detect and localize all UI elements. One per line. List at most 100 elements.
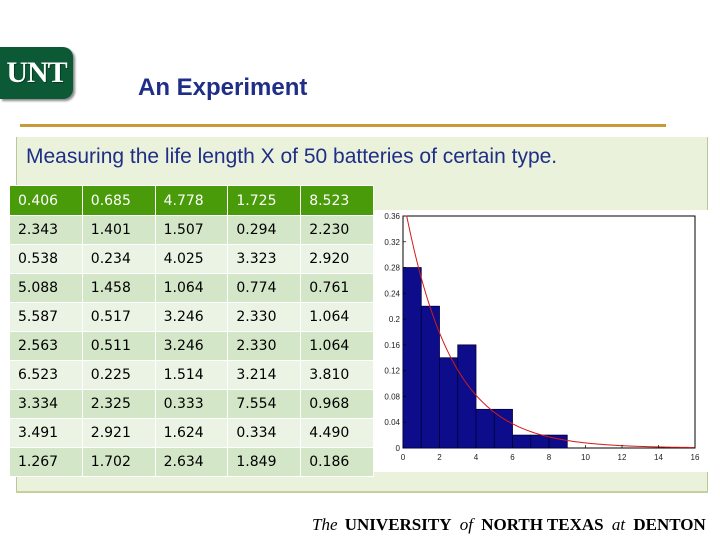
table-cell: 1.064 bbox=[154, 273, 229, 303]
table-cell: 3.491 bbox=[9, 418, 83, 448]
table-cell: 0.334 bbox=[227, 418, 302, 448]
y-tick-label: 0.12 bbox=[384, 367, 400, 376]
footer-the: The bbox=[312, 515, 338, 534]
table-cell: 0.685 bbox=[81, 185, 156, 216]
x-tick-label: 16 bbox=[691, 453, 700, 462]
table-cell: 1.267 bbox=[9, 447, 83, 477]
histogram-bar bbox=[439, 357, 459, 449]
footer-denton: DENTON bbox=[633, 515, 706, 534]
table-cell: 1.064 bbox=[300, 302, 374, 332]
table-cell: 4.490 bbox=[300, 418, 374, 448]
x-tick-label: 2 bbox=[437, 453, 442, 462]
table-row: 1.267 1.702 2.634 1.849 0.186 bbox=[9, 447, 374, 477]
university-footer: The UNIVERSITY of NORTH TEXAS at DENTON bbox=[312, 515, 706, 534]
y-tick-label: 0.36 bbox=[384, 212, 400, 221]
table-cell: 2.921 bbox=[81, 418, 156, 448]
table-row: 5.088 1.458 1.064 0.774 0.761 bbox=[9, 273, 374, 303]
unt-logo: UNT bbox=[0, 47, 73, 99]
footer-north-texas: NORTH TEXAS bbox=[481, 515, 603, 534]
table-cell: 5.587 bbox=[9, 302, 83, 332]
footer-at: at bbox=[612, 515, 627, 534]
y-tick-label: 0.16 bbox=[384, 341, 400, 350]
x-tick-label: 14 bbox=[654, 453, 663, 462]
table-cell: 3.810 bbox=[300, 360, 374, 390]
table-cell: 0.774 bbox=[227, 273, 302, 303]
y-tick-label: 0 bbox=[396, 444, 401, 453]
x-tick-label: 0 bbox=[401, 453, 406, 462]
table-cell: 2.563 bbox=[9, 331, 83, 361]
table-cell: 0.225 bbox=[81, 360, 156, 390]
y-tick-label: 0.08 bbox=[384, 392, 400, 401]
x-tick-label: 10 bbox=[581, 453, 590, 462]
table-cell: 8.523 bbox=[300, 185, 374, 216]
table-cell: 0.333 bbox=[154, 389, 229, 419]
slide-subtitle: Measuring the life length X of 50 batter… bbox=[26, 145, 558, 168]
x-tick-label: 8 bbox=[547, 453, 552, 462]
density-curve bbox=[403, 215, 696, 449]
histogram-bar bbox=[420, 305, 440, 449]
y-tick-label: 0.28 bbox=[384, 264, 400, 273]
table-cell: 3.334 bbox=[9, 389, 83, 419]
table-row: 0.406 0.685 4.778 1.725 8.523 bbox=[9, 185, 374, 216]
title-divider bbox=[20, 124, 666, 127]
histogram-bar bbox=[530, 434, 550, 449]
table-cell: 0.968 bbox=[300, 389, 374, 419]
table-cell: 2.330 bbox=[227, 331, 302, 361]
table-cell: 0.234 bbox=[81, 244, 156, 274]
table-cell: 1.849 bbox=[227, 447, 302, 477]
table-cell: 2.634 bbox=[154, 447, 229, 477]
table-cell: 0.186 bbox=[300, 447, 374, 477]
x-tick-label: 12 bbox=[618, 453, 627, 462]
table-cell: 3.214 bbox=[227, 360, 302, 390]
table-cell: 1.702 bbox=[81, 447, 156, 477]
table-cell: 2.230 bbox=[300, 215, 374, 245]
table-cell: 1.514 bbox=[154, 360, 229, 390]
battery-life-table: 0.406 0.685 4.778 1.725 8.523 2.343 1.401 1.507… bbox=[9, 185, 374, 477]
table-row: 3.491 2.921 1.624 0.334 4.490 bbox=[9, 418, 374, 448]
table-cell: 1.401 bbox=[81, 215, 156, 245]
table-cell: 2.330 bbox=[227, 302, 302, 332]
table-cell: 0.511 bbox=[81, 331, 156, 361]
y-tick-label: 0.04 bbox=[384, 418, 400, 427]
footer-university: UNIVERSITY bbox=[345, 515, 452, 534]
y-tick-label: 0.32 bbox=[384, 238, 400, 247]
table-row: 3.334 2.325 0.333 7.554 0.968 bbox=[9, 389, 374, 419]
y-tick-label: 0.24 bbox=[384, 289, 400, 298]
table-cell: 1.458 bbox=[81, 273, 156, 303]
table-cell: 3.323 bbox=[227, 244, 302, 274]
footer-of: of bbox=[460, 515, 476, 534]
table-row: 2.563 0.511 3.246 2.330 1.064 bbox=[9, 331, 374, 361]
logo-text: UNT bbox=[6, 56, 67, 89]
svg-text:The UNIVERSITY of: The UNIVERSITY of NORTH TEXAS at DENTON bbox=[312, 515, 706, 534]
histogram-chart: 0 2 4 6 8 10 12 14 16 0 0.04 0.08 0.12 0.16 0.2 0.24 0.2… bbox=[373, 210, 708, 472]
table-row: 2.343 1.401 1.507 0.294 2.230 bbox=[9, 215, 374, 245]
table-row: 5.587 0.517 3.246 2.330 1.064 bbox=[9, 302, 374, 332]
table-cell: 3.246 bbox=[154, 331, 229, 361]
y-tick-label: 0.2 bbox=[389, 315, 401, 324]
table-cell: 1.064 bbox=[300, 331, 374, 361]
table-cell: 0.538 bbox=[9, 244, 83, 274]
table-cell: 1.624 bbox=[154, 418, 229, 448]
table-row: 6.523 0.225 1.514 3.214 3.810 bbox=[9, 360, 374, 390]
table-cell: 5.088 bbox=[9, 273, 83, 303]
table-cell: 0.761 bbox=[300, 273, 374, 303]
x-tick-label: 6 bbox=[510, 453, 515, 462]
histogram-bar bbox=[512, 434, 532, 449]
table-cell: 7.554 bbox=[227, 389, 302, 419]
slide-title: An Experiment bbox=[138, 74, 308, 101]
table-cell: 6.523 bbox=[9, 360, 83, 390]
table-cell: 1.725 bbox=[227, 185, 302, 216]
table-row: 0.538 0.234 4.025 3.323 2.920 bbox=[9, 244, 374, 274]
x-tick-label: 4 bbox=[474, 453, 479, 462]
table-cell: 3.246 bbox=[154, 302, 229, 332]
histogram-bar bbox=[402, 267, 422, 449]
table-cell: 4.778 bbox=[154, 185, 229, 216]
histogram-bar bbox=[457, 344, 477, 449]
table-cell: 1.507 bbox=[154, 215, 229, 245]
table-cell: 2.920 bbox=[300, 244, 374, 274]
table-cell: 4.025 bbox=[154, 244, 229, 274]
histogram-bar bbox=[475, 408, 495, 449]
table-cell: 0.406 bbox=[9, 185, 83, 216]
table-cell: 2.325 bbox=[81, 389, 156, 419]
panel-bottom-edge bbox=[16, 491, 708, 493]
